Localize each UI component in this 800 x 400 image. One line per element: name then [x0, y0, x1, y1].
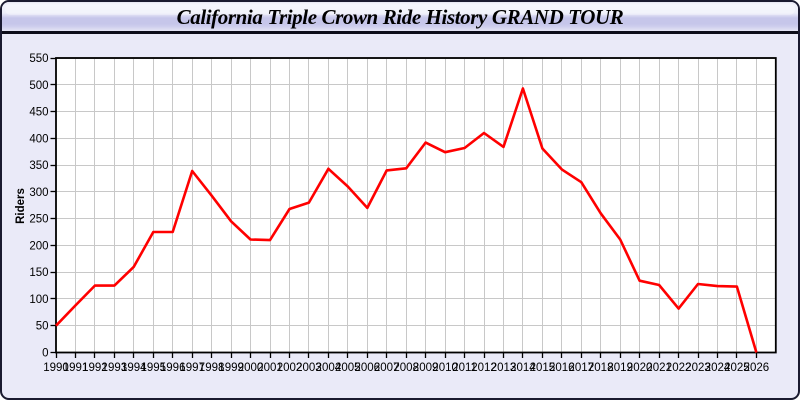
svg-text:2009: 2009	[413, 362, 439, 374]
svg-text:2000: 2000	[238, 362, 264, 374]
svg-text:2004: 2004	[316, 362, 342, 374]
svg-text:2016: 2016	[549, 362, 575, 374]
svg-text:2008: 2008	[393, 362, 419, 374]
svg-text:150: 150	[29, 267, 48, 279]
svg-text:2003: 2003	[296, 362, 322, 374]
svg-text:2015: 2015	[530, 362, 556, 374]
svg-text:2010: 2010	[432, 362, 458, 374]
svg-text:Riders: Riders	[15, 188, 27, 224]
svg-text:2020: 2020	[627, 362, 653, 374]
svg-text:2011: 2011	[452, 362, 477, 374]
svg-text:300: 300	[29, 187, 48, 199]
svg-text:450: 450	[29, 107, 48, 119]
svg-text:550: 550	[29, 53, 48, 65]
svg-text:2025: 2025	[724, 362, 750, 374]
svg-text:400: 400	[29, 133, 48, 145]
svg-text:2022: 2022	[666, 362, 692, 374]
svg-text:2005: 2005	[335, 362, 361, 374]
svg-text:100: 100	[29, 294, 48, 306]
svg-text:50: 50	[36, 321, 49, 333]
svg-text:2026: 2026	[744, 362, 770, 374]
svg-text:2006: 2006	[355, 362, 381, 374]
svg-text:2007: 2007	[374, 362, 400, 374]
svg-text:1996: 1996	[160, 362, 186, 374]
svg-text:1993: 1993	[102, 362, 128, 374]
svg-text:0: 0	[42, 348, 48, 360]
svg-text:2024: 2024	[705, 362, 731, 374]
svg-text:250: 250	[29, 214, 48, 226]
svg-text:2014: 2014	[510, 362, 536, 374]
svg-text:2017: 2017	[569, 362, 595, 374]
svg-text:1992: 1992	[82, 362, 108, 374]
svg-text:1999: 1999	[218, 362, 244, 374]
svg-text:2013: 2013	[491, 362, 517, 374]
svg-text:2001: 2001	[257, 362, 283, 374]
svg-text:350: 350	[29, 160, 48, 172]
svg-text:1998: 1998	[199, 362, 225, 374]
svg-text:1995: 1995	[141, 362, 167, 374]
svg-text:2018: 2018	[588, 362, 614, 374]
svg-text:1997: 1997	[179, 362, 205, 374]
svg-text:1994: 1994	[121, 362, 147, 374]
svg-text:2002: 2002	[277, 362, 303, 374]
svg-text:2012: 2012	[471, 362, 497, 374]
svg-text:2021: 2021	[646, 362, 672, 374]
svg-text:2023: 2023	[685, 362, 711, 374]
svg-text:1990: 1990	[43, 362, 69, 374]
svg-text:1991: 1991	[63, 362, 89, 374]
svg-text:200: 200	[29, 240, 48, 252]
svg-text:2019: 2019	[607, 362, 633, 374]
svg-text:500: 500	[29, 80, 48, 92]
